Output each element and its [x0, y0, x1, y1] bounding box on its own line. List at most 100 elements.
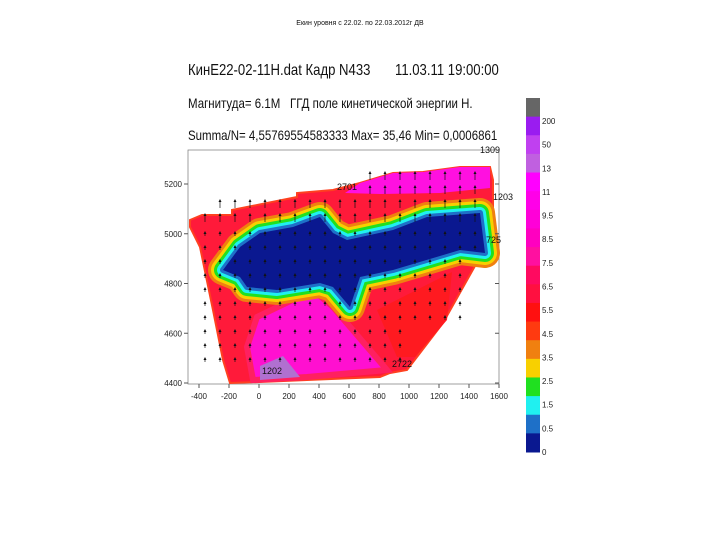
vector-arrowhead [368, 259, 372, 262]
vector-arrowhead [323, 273, 327, 276]
vector-arrowhead [308, 245, 312, 248]
vector-arrowhead [413, 171, 417, 174]
vector-arrowhead [353, 343, 357, 346]
vector-arrowhead [323, 287, 327, 290]
vector-arrowhead [293, 231, 297, 234]
vector-arrowhead [413, 301, 417, 304]
vector-arrowhead [413, 287, 417, 290]
vector-arrowhead [308, 213, 312, 216]
vector-arrowhead [368, 315, 372, 318]
vector-arrowhead [263, 301, 267, 304]
slide-caption: Екин уровня с 22.02. по 22.03.2012г ДВ [296, 20, 424, 27]
vector-arrowhead [248, 199, 252, 202]
vector-arrowhead [323, 245, 327, 248]
vector-arrowhead [263, 343, 267, 346]
vector-arrowhead [353, 213, 357, 216]
vector-arrowhead [458, 213, 462, 216]
vector-arrowhead [458, 287, 462, 290]
vector-arrowhead [368, 199, 372, 202]
vector-arrowhead [203, 287, 207, 290]
vector-arrowhead [203, 301, 207, 304]
x-tick-label: 600 [342, 392, 356, 401]
vector-arrowhead [353, 259, 357, 262]
x-axis: -400 -200 0 200 400 600 800 1000 1200 1400 1600 [191, 384, 508, 401]
colorbar-label: 0.5 [542, 424, 554, 433]
vector-arrowhead [413, 245, 417, 248]
plot-frame [187, 149, 500, 385]
colorbar-swatch [526, 284, 540, 304]
vector-arrowhead [263, 199, 267, 202]
vector-arrowhead [293, 273, 297, 276]
vector-arrowhead [338, 343, 342, 346]
vector-arrowhead [338, 301, 342, 304]
vector-arrowhead [263, 357, 267, 360]
vector-arrowhead [293, 287, 297, 290]
vector-arrowhead [278, 231, 282, 234]
vector-arrowhead [398, 287, 402, 290]
vector-arrowhead [383, 343, 387, 346]
vector-arrowhead [218, 245, 222, 248]
vector-arrowhead [233, 231, 237, 234]
vector-arrowhead [218, 213, 222, 216]
vector-arrowhead [383, 245, 387, 248]
vector-arrowhead [443, 171, 447, 174]
vector-arrowhead [233, 199, 237, 202]
vector-arrowhead [443, 231, 447, 234]
vector-arrowhead [383, 171, 387, 174]
vector-arrowhead [293, 301, 297, 304]
x-tick-label: 400 [312, 392, 326, 401]
vector-arrowhead [398, 199, 402, 202]
vector-arrowhead [353, 231, 357, 234]
vector-arrowhead [413, 185, 417, 188]
x-tick-label: 0 [257, 392, 262, 401]
vector-arrowhead [383, 329, 387, 332]
velocity-vectors [203, 171, 477, 362]
colorbar-swatch [526, 135, 540, 155]
vector-arrowhead [308, 199, 312, 202]
vector-arrowhead [383, 287, 387, 290]
station-labels: 1309 2701 1203 725 2722 1202 [262, 145, 513, 376]
vector-arrowhead [413, 231, 417, 234]
vector-arrowhead [413, 259, 417, 262]
vector-arrowhead [293, 245, 297, 248]
vector-arrowhead [338, 199, 342, 202]
contour-navy-core [223, 213, 485, 307]
vector-arrowhead [263, 213, 267, 216]
vector-arrowhead [458, 199, 462, 202]
vector-arrowhead [203, 259, 207, 262]
vector-arrowhead [278, 343, 282, 346]
colorbar-swatch [526, 302, 540, 323]
vector-arrowhead [248, 357, 252, 360]
y-axis: 5200 5000 4800 4600 4400 [164, 180, 499, 388]
vector-arrowhead [473, 231, 477, 234]
vector-arrowhead [293, 343, 297, 346]
vector-arrowhead [323, 231, 327, 234]
vector-arrowhead [368, 213, 372, 216]
vector-arrowhead [308, 329, 312, 332]
vector-arrowhead [398, 301, 402, 304]
vector-arrowhead [383, 259, 387, 262]
colorbar-swatch [526, 414, 540, 434]
vector-arrowhead [308, 287, 312, 290]
vector-arrowhead [473, 245, 477, 248]
vector-arrowhead [218, 315, 222, 318]
colorbar-swatch [526, 228, 540, 248]
vector-arrowhead [383, 231, 387, 234]
field-description: ГГД поле кинетической энергии Н. [290, 95, 473, 111]
vector-arrowhead [368, 185, 372, 188]
vector-arrowhead [233, 343, 237, 346]
colorbar: 200 50 13 11 9.5 8.5 7.5 6.5 5.5 4.5 3.5 2.5 1.5 0.5 0 [526, 98, 556, 457]
vector-arrowhead [383, 301, 387, 304]
vector-arrowhead [293, 259, 297, 262]
vector-arrowhead [293, 329, 297, 332]
vector-arrowhead [338, 231, 342, 234]
vector-arrowhead [353, 329, 357, 332]
vector-arrowhead [323, 259, 327, 262]
y-tick-label: 5000 [164, 230, 182, 239]
x-tick-label: -200 [221, 392, 238, 401]
vector-arrowhead [398, 357, 402, 360]
x-tick-label: 1000 [400, 392, 418, 401]
vector-arrowhead [203, 213, 207, 216]
